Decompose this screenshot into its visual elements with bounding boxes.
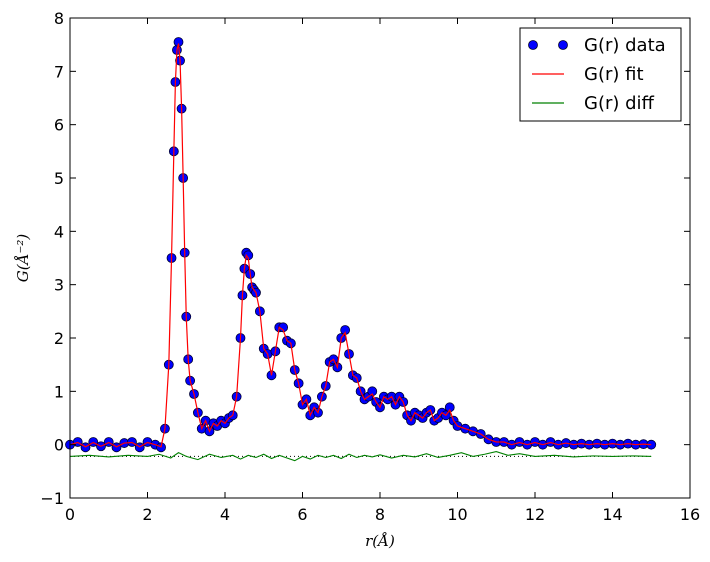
y-tick-label: 8: [54, 9, 64, 28]
x-tick-label: 2: [142, 505, 152, 524]
y-tick-label: 6: [54, 116, 64, 135]
diff-line: [69, 451, 652, 462]
x-tick-label: 12: [525, 505, 545, 524]
x-tick-label: 8: [375, 505, 385, 524]
fit-line: [69, 43, 652, 448]
y-tick-label: 2: [54, 329, 64, 348]
x-tick-label: 0: [65, 505, 75, 524]
legend-data-marker: [558, 40, 568, 50]
data-point: [278, 322, 289, 333]
y-tick-label: 4: [54, 222, 64, 241]
y-tick-label: −1: [40, 489, 64, 508]
y-tick-label: 7: [54, 62, 64, 81]
data-point: [444, 402, 455, 413]
x-tick-label: 10: [447, 505, 467, 524]
x-axis-label: r(Å): [365, 532, 395, 550]
y-tick-label: 0: [54, 436, 64, 455]
y-tick-label: 1: [54, 382, 64, 401]
x-tick-label: 16: [680, 505, 700, 524]
x-tick-label: 14: [602, 505, 622, 524]
legend-data-marker: [528, 40, 538, 50]
y-tick-label: 5: [54, 169, 64, 188]
plot-layer: [65, 37, 657, 462]
y-tick-label: 3: [54, 276, 64, 295]
legend-label: G(r) diff: [584, 93, 655, 114]
x-tick-label: 6: [297, 505, 307, 524]
legend: G(r) data G(r) fit G(r) diff: [519, 27, 682, 122]
legend-label: G(r) fit: [584, 64, 644, 85]
y-axis-label: G(Å⁻²): [14, 234, 32, 283]
legend-label: G(r) data: [584, 35, 666, 56]
data-point: [367, 386, 378, 397]
x-tick-label: 4: [220, 505, 230, 524]
